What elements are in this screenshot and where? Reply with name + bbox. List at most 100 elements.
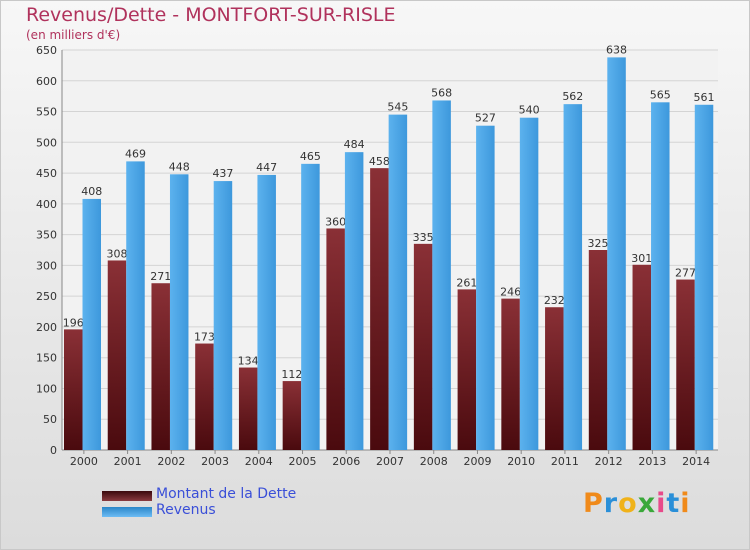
logo-letter: i xyxy=(656,488,667,519)
bar-revenus xyxy=(563,104,583,451)
x-tick-label: 2010 xyxy=(507,455,535,468)
data-label-dette: 112 xyxy=(281,368,302,381)
data-label-dette: 232 xyxy=(544,294,565,307)
legend-swatch-dette xyxy=(102,491,152,501)
data-label-revenus: 448 xyxy=(169,160,190,173)
logo-letter: P xyxy=(583,488,604,519)
bar-revenus xyxy=(388,114,408,450)
data-label-dette: 134 xyxy=(238,355,259,368)
data-label-dette: 173 xyxy=(194,331,215,344)
y-tick-label: 150 xyxy=(36,352,57,365)
data-label-dette: 271 xyxy=(150,270,171,283)
bar-revenus xyxy=(476,125,495,450)
data-label-revenus: 527 xyxy=(475,112,496,125)
data-label-revenus: 545 xyxy=(387,101,408,114)
legend-label-dette: Montant de la Dette xyxy=(156,486,297,502)
x-tick-label: 2007 xyxy=(376,455,404,468)
bar-revenus xyxy=(432,100,451,450)
data-label-revenus: 484 xyxy=(344,138,365,151)
data-label-revenus: 469 xyxy=(125,147,146,160)
data-label-revenus: 568 xyxy=(431,86,452,99)
legend-swatch-revenus xyxy=(102,507,152,517)
data-label-dette: 301 xyxy=(631,252,652,265)
data-label-revenus: 561 xyxy=(694,91,715,104)
bar-dette xyxy=(501,298,520,450)
y-tick-label: 200 xyxy=(36,321,57,334)
bar-revenus xyxy=(257,174,276,450)
chart-title: Revenus/Dette - MONTFORT-SUR-RISLE xyxy=(26,4,396,26)
bar-dette xyxy=(64,329,83,450)
bar-revenus xyxy=(126,161,145,450)
x-tick-label: 2006 xyxy=(332,455,360,468)
bar-dette xyxy=(238,367,258,450)
y-tick-label: 0 xyxy=(50,444,57,457)
x-tick-label: 2005 xyxy=(289,455,317,468)
y-tick-label: 650 xyxy=(36,44,57,57)
x-tick-label: 2009 xyxy=(463,455,491,468)
legend-label-revenus: Revenus xyxy=(156,502,216,518)
data-label-revenus: 465 xyxy=(300,150,321,163)
bar-dette xyxy=(588,250,608,450)
bar-revenus xyxy=(344,152,364,450)
x-tick-label: 2011 xyxy=(551,455,579,468)
x-tick-label: 2001 xyxy=(114,455,142,468)
data-label-dette: 277 xyxy=(675,267,696,280)
data-label-dette: 360 xyxy=(325,215,346,228)
data-label-dette: 335 xyxy=(413,231,434,244)
bar-revenus xyxy=(519,117,539,450)
data-label-revenus: 540 xyxy=(519,104,540,117)
bar-revenus xyxy=(169,174,189,451)
logo-letter: i xyxy=(680,488,691,519)
y-tick-label: 50 xyxy=(43,413,57,426)
data-label-dette: 246 xyxy=(500,286,521,299)
x-tick-label: 2012 xyxy=(595,455,623,468)
x-tick-label: 2003 xyxy=(201,455,229,468)
x-tick-label: 2008 xyxy=(420,455,448,468)
bar-dette xyxy=(632,264,652,450)
data-label-dette: 325 xyxy=(588,237,609,250)
data-label-revenus: 565 xyxy=(650,88,671,101)
logo-letter: o xyxy=(618,488,638,519)
data-label-revenus: 437 xyxy=(212,167,233,180)
x-tick-label: 2004 xyxy=(245,455,273,468)
y-tick-label: 350 xyxy=(36,229,57,242)
bar-dette xyxy=(370,168,389,450)
y-tick-label: 250 xyxy=(36,290,57,303)
y-tick-label: 600 xyxy=(36,75,57,88)
bar-dette xyxy=(326,228,345,450)
bar-revenus xyxy=(213,181,233,451)
data-label-revenus: 447 xyxy=(256,161,277,174)
bar-dette xyxy=(107,260,127,450)
data-label-dette: 458 xyxy=(369,155,390,168)
bar-dette xyxy=(545,307,564,450)
bar-revenus xyxy=(82,198,101,450)
bar-dette xyxy=(195,343,214,450)
bar-dette xyxy=(676,279,695,450)
x-tick-label: 2013 xyxy=(638,455,666,468)
logo-letter: x xyxy=(637,488,657,519)
x-tick-label: 2014 xyxy=(682,455,710,468)
x-tick-label: 2002 xyxy=(157,455,185,468)
bar-dette xyxy=(151,283,170,450)
data-label-revenus: 638 xyxy=(606,43,627,56)
bar-revenus xyxy=(694,104,714,451)
y-tick-label: 400 xyxy=(36,198,57,211)
y-tick-label: 100 xyxy=(36,382,57,395)
logo-letter: t xyxy=(666,488,681,519)
y-tick-label: 450 xyxy=(36,167,57,180)
data-label-dette: 196 xyxy=(63,316,84,329)
y-tick-label: 550 xyxy=(36,106,57,119)
logo-letter: r xyxy=(603,488,619,519)
bar-revenus xyxy=(301,163,320,450)
x-tick-label: 2000 xyxy=(70,455,98,468)
y-tick-label: 500 xyxy=(36,136,57,149)
bar-revenus xyxy=(651,102,670,451)
data-label-dette: 261 xyxy=(456,276,477,289)
bar-dette xyxy=(282,381,302,450)
bar-revenus xyxy=(607,57,626,451)
chart-subtitle: (en milliers d'€) xyxy=(26,28,121,42)
data-label-dette: 308 xyxy=(106,247,127,260)
data-label-revenus: 562 xyxy=(562,90,583,103)
y-tick-label: 300 xyxy=(36,259,57,272)
